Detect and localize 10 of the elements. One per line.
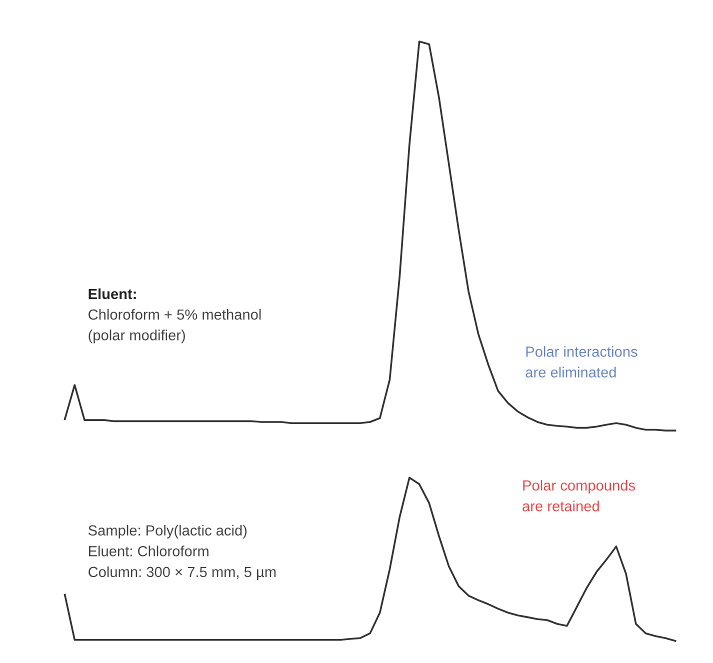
- annotation: Polar interactions: [526, 346, 638, 357]
- annotation: Chloroform + 5% methanol: [88, 309, 261, 320]
- annotation: Sample: Poly(lactic acid): [88, 524, 247, 538]
- annotation: Polar compounds: [523, 480, 635, 494]
- annotation: (polar modifier): [88, 330, 185, 344]
- annotation: are retained: [522, 500, 599, 512]
- annotation: Eluent:: [88, 288, 136, 300]
- annotation: Column: 300 × 7.5 mm, 5 µm: [88, 566, 276, 580]
- annotation: are eliminated: [526, 366, 616, 378]
- annotation: Eluent: Chloroform: [89, 546, 208, 556]
